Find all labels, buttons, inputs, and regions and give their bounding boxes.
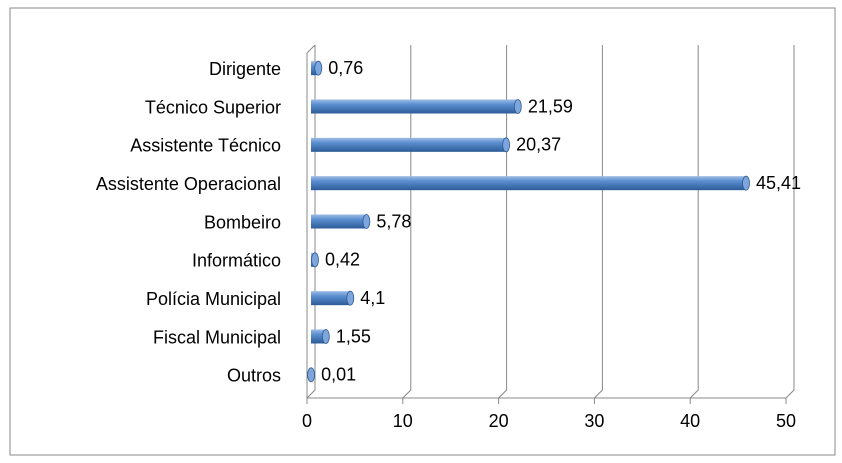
data-label: 0,42	[325, 250, 360, 270]
x-tick-label: 0	[302, 411, 312, 431]
data-label: 20,37	[516, 135, 561, 155]
y-tick-label: Outros	[227, 366, 281, 386]
grid-line	[785, 45, 795, 399]
bar	[311, 176, 747, 191]
grid-line	[689, 45, 699, 399]
y-axis-top	[306, 44, 316, 54]
bar-cap	[362, 214, 371, 229]
y-tick-label: Polícia Municipal	[146, 289, 281, 309]
y-tick-label: Assistente Técnico	[130, 136, 281, 156]
data-label: 0,76	[328, 58, 363, 78]
y-tick-label: Fiscal Municipal	[153, 327, 281, 347]
y-tick-label: Assistente Operacional	[96, 174, 281, 194]
data-label: 45,41	[756, 173, 801, 193]
y-tick-label: Informático	[192, 251, 281, 271]
data-label: 21,59	[528, 96, 573, 116]
grid-line	[402, 45, 412, 399]
x-tick-label: 40	[680, 411, 700, 431]
bar	[311, 214, 367, 229]
bar	[311, 137, 507, 152]
data-label: 1,55	[336, 326, 371, 346]
y-tick-label: Dirigente	[209, 59, 281, 79]
bar-cap	[311, 252, 319, 268]
x-tick-label: 20	[489, 411, 509, 431]
data-label: 5,78	[376, 211, 411, 231]
bar	[311, 291, 351, 306]
bar-cap	[346, 290, 355, 306]
grid-line	[498, 45, 508, 399]
bar-cap	[742, 175, 750, 191]
data-label: 4,1	[360, 288, 385, 308]
bar-cap	[321, 329, 330, 344]
y-tick-label: Técnico Superior	[145, 97, 281, 117]
x-tick-label: 10	[393, 411, 413, 431]
bar	[311, 99, 518, 114]
chart-frame	[9, 7, 836, 456]
x-tick-label: 30	[584, 411, 604, 431]
bar-cap	[307, 367, 315, 383]
x-tick-label: 50	[776, 411, 796, 431]
bar-cap	[314, 60, 323, 76]
grid-line	[594, 45, 603, 399]
data-label: 0,01	[321, 365, 356, 385]
bar-cap	[513, 99, 522, 114]
bar-cap	[502, 137, 511, 153]
y-tick-label: Bombeiro	[204, 212, 281, 232]
back-wall-edge	[306, 45, 316, 399]
bar	[311, 329, 326, 344]
